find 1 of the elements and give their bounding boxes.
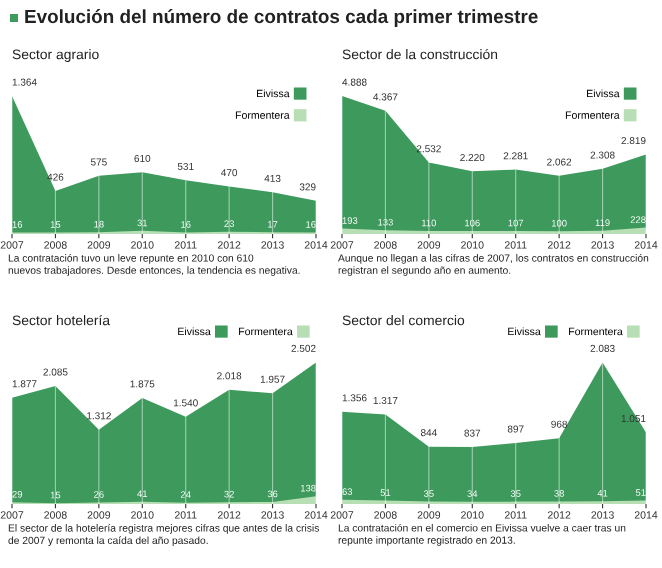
chart-title: Evolución del número de contratos cada primer trimestre [25, 9, 538, 27]
